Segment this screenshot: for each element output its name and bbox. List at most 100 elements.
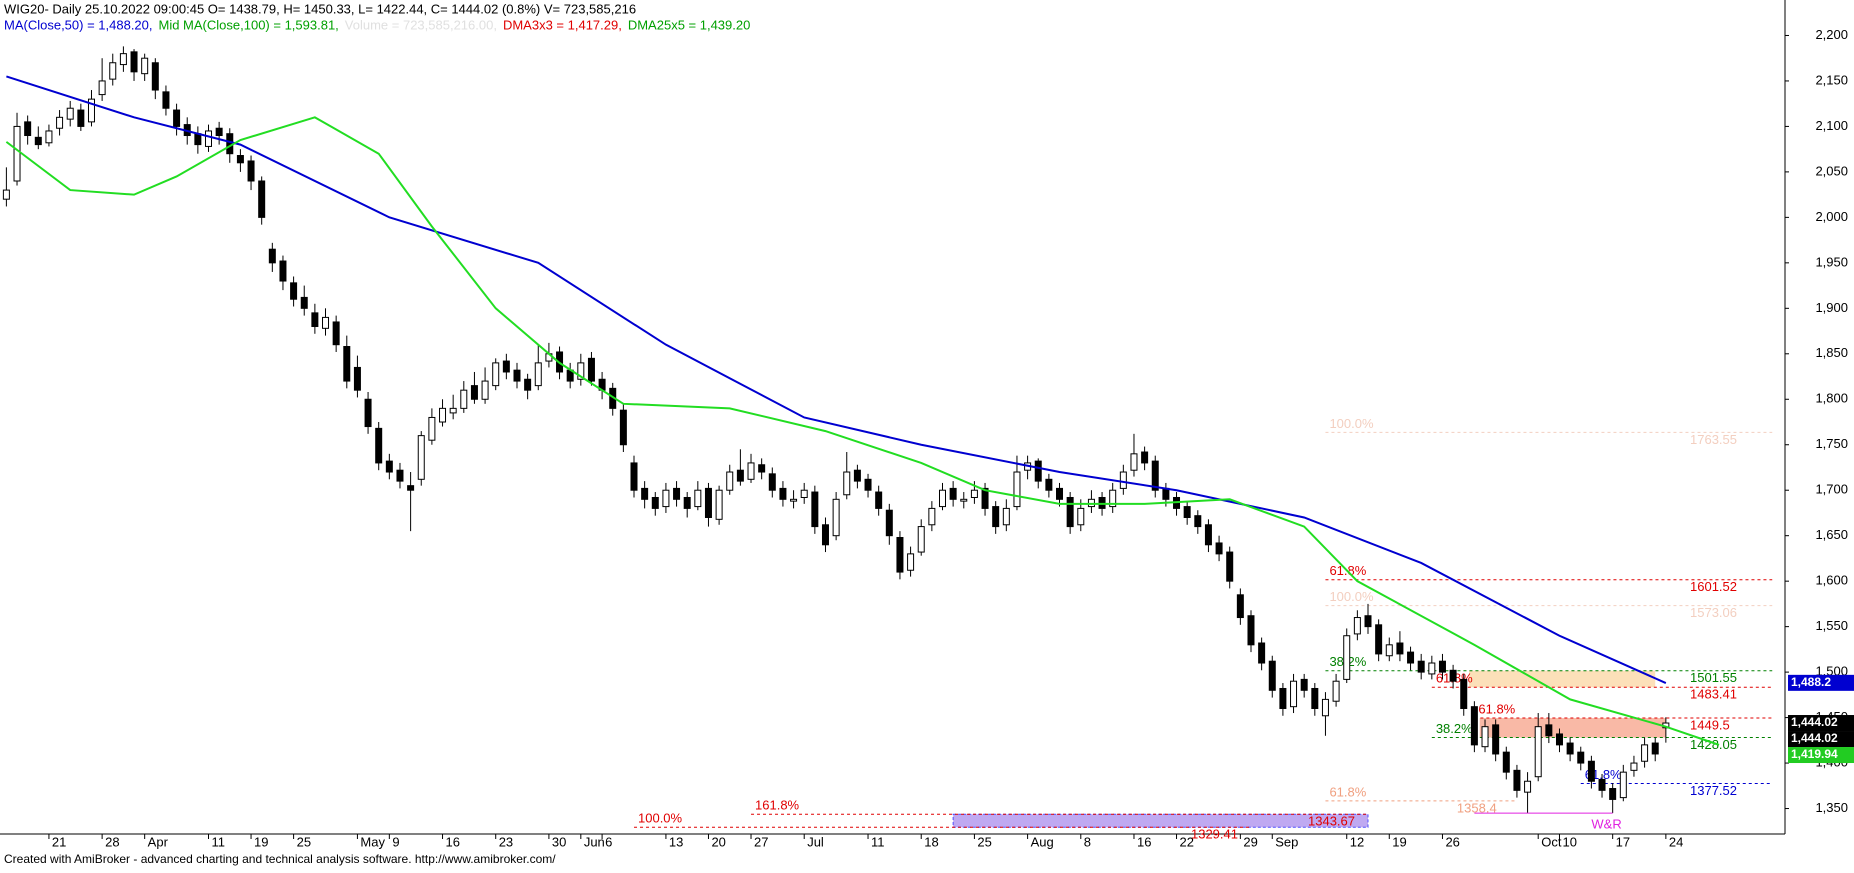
candle-body: [758, 464, 766, 473]
x-tick-label: 26: [1445, 834, 1459, 849]
candle-body: [1470, 706, 1478, 746]
y-tick-label: 2,000: [1815, 209, 1848, 224]
level-pct: 61.8%: [1329, 784, 1366, 799]
candle-body: [396, 469, 404, 482]
candle-body: [1566, 742, 1574, 755]
zone: [952, 813, 1369, 828]
candle-body: [1534, 726, 1542, 778]
y-tick-label: 1,950: [1815, 254, 1848, 269]
candle-body: [992, 506, 1000, 528]
candle-body: [1268, 660, 1276, 691]
x-tick-label: Apr: [148, 834, 169, 849]
candle-body: [630, 462, 638, 491]
candle-body: [1396, 642, 1404, 655]
level-pct: 61.8%: [1478, 701, 1515, 716]
candle-body: [481, 380, 489, 400]
x-tick-label: Sep: [1275, 834, 1298, 849]
candle-body: [204, 130, 212, 147]
candle-body: [928, 507, 936, 526]
x-tick-label: 11: [871, 834, 885, 849]
candle-body: [1332, 680, 1340, 702]
zone: [1479, 718, 1666, 738]
y-tick-label: 1,650: [1815, 527, 1848, 542]
candle-body: [1449, 669, 1457, 682]
candle-body: [981, 487, 989, 509]
x-tick-label: 19: [1392, 834, 1406, 849]
candle-body: [1300, 678, 1308, 691]
x-tick-label: 27: [754, 834, 768, 849]
candle-body: [1183, 506, 1191, 518]
candle-body: [662, 489, 670, 508]
candle-body: [1641, 744, 1649, 762]
x-tick-label: 9: [392, 834, 399, 849]
candle-body: [1056, 487, 1064, 500]
y-tick-label: 2,200: [1815, 27, 1848, 42]
candle-body: [1194, 515, 1202, 528]
candle-body: [779, 487, 787, 500]
candle-body: [619, 409, 627, 446]
candle-body: [1226, 551, 1234, 582]
last-value-box: [1788, 674, 1854, 691]
candle-body: [1545, 724, 1553, 737]
candle-body: [577, 362, 585, 380]
y-tick-label: 2,150: [1815, 72, 1848, 87]
legend-item: Volume = 723,585,216.00,: [345, 17, 497, 32]
level-price: 1428.05: [1690, 737, 1737, 752]
candle-body: [1587, 760, 1595, 782]
candle-body: [332, 321, 340, 346]
candle-body: [258, 180, 266, 218]
candle-body: [226, 133, 234, 155]
candle-body: [385, 460, 393, 473]
candle-body: [87, 98, 95, 123]
candle-body: [907, 553, 915, 571]
x-tick-label: 23: [499, 834, 513, 849]
candle-body: [747, 462, 755, 480]
last-value-label: 1,444.02: [1791, 715, 1838, 729]
candle-body: [704, 487, 712, 518]
candle-body: [651, 496, 659, 509]
candle-body: [1151, 460, 1159, 491]
level-price: 1358.4: [1457, 800, 1497, 815]
candle-body: [1577, 751, 1585, 764]
candle-body: [45, 130, 53, 144]
candle-body: [34, 136, 42, 146]
x-tick-label: 21: [52, 834, 66, 849]
y-tick-label: 1,350: [1815, 800, 1848, 815]
candle-body: [726, 471, 734, 491]
candle-body: [1321, 698, 1329, 717]
level-price: 1601.52: [1690, 579, 1737, 594]
candle-body: [311, 312, 319, 328]
level-pct: 100.0%: [1329, 416, 1374, 431]
last-value-label: 1,444.02: [1791, 731, 1838, 745]
candle-body: [970, 489, 978, 498]
x-tick-label: 6: [605, 834, 612, 849]
y-tick-label: 1,600: [1815, 573, 1848, 588]
level-price: 1573.06: [1690, 605, 1737, 620]
legend-item: Mid MA(Close,100) = 1,593.81,: [159, 17, 339, 32]
candle-body: [13, 125, 21, 182]
x-tick-label: 11: [211, 834, 225, 849]
candle-body: [247, 160, 255, 182]
candle-body: [322, 316, 330, 329]
x-tick-label: 25: [977, 834, 991, 849]
candle-body: [119, 53, 127, 66]
candle-body: [832, 498, 840, 537]
candle-body: [811, 491, 819, 528]
candle-body: [24, 121, 32, 137]
candle-body: [1236, 594, 1244, 619]
candle-body: [1258, 642, 1266, 664]
x-tick-label: 19: [254, 834, 268, 849]
candle-body: [502, 360, 510, 373]
candle-body: [683, 496, 691, 509]
candle-body: [1630, 762, 1638, 771]
candle-body: [1141, 451, 1149, 464]
level-price: 1377.52: [1690, 783, 1737, 798]
wr-label: W&R: [1591, 817, 1621, 832]
candle-body: [641, 487, 649, 500]
candle-body: [1066, 496, 1074, 528]
candle-body: [768, 473, 776, 491]
candle-body: [949, 487, 957, 500]
candle-body: [960, 498, 968, 502]
candle-body: [66, 107, 74, 120]
level-pct: 100.0%: [638, 811, 683, 826]
